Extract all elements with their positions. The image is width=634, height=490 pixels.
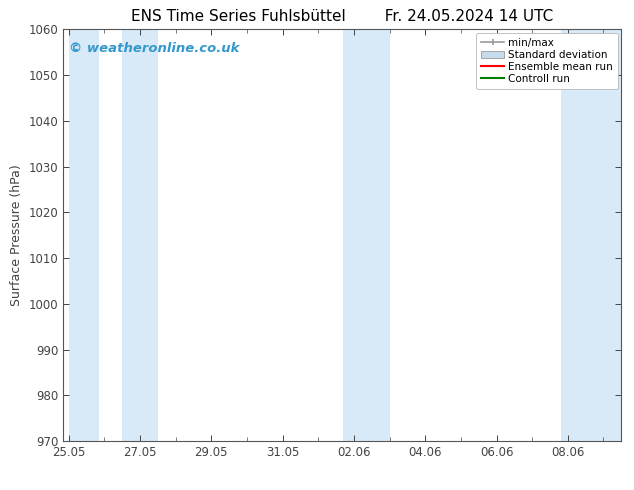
Y-axis label: Surface Pressure (hPa): Surface Pressure (hPa): [10, 164, 23, 306]
Text: © weatheronline.co.uk: © weatheronline.co.uk: [69, 42, 240, 55]
Bar: [343, 29, 390, 441]
Title: ENS Time Series Fuhlsbüttel        Fr. 24.05.2024 14 UTC: ENS Time Series Fuhlsbüttel Fr. 24.05.20…: [131, 9, 553, 24]
Bar: [560, 29, 621, 441]
Bar: [68, 29, 99, 441]
Bar: [122, 29, 158, 441]
Legend: min/max, Standard deviation, Ensemble mean run, Controll run: min/max, Standard deviation, Ensemble me…: [476, 32, 618, 89]
